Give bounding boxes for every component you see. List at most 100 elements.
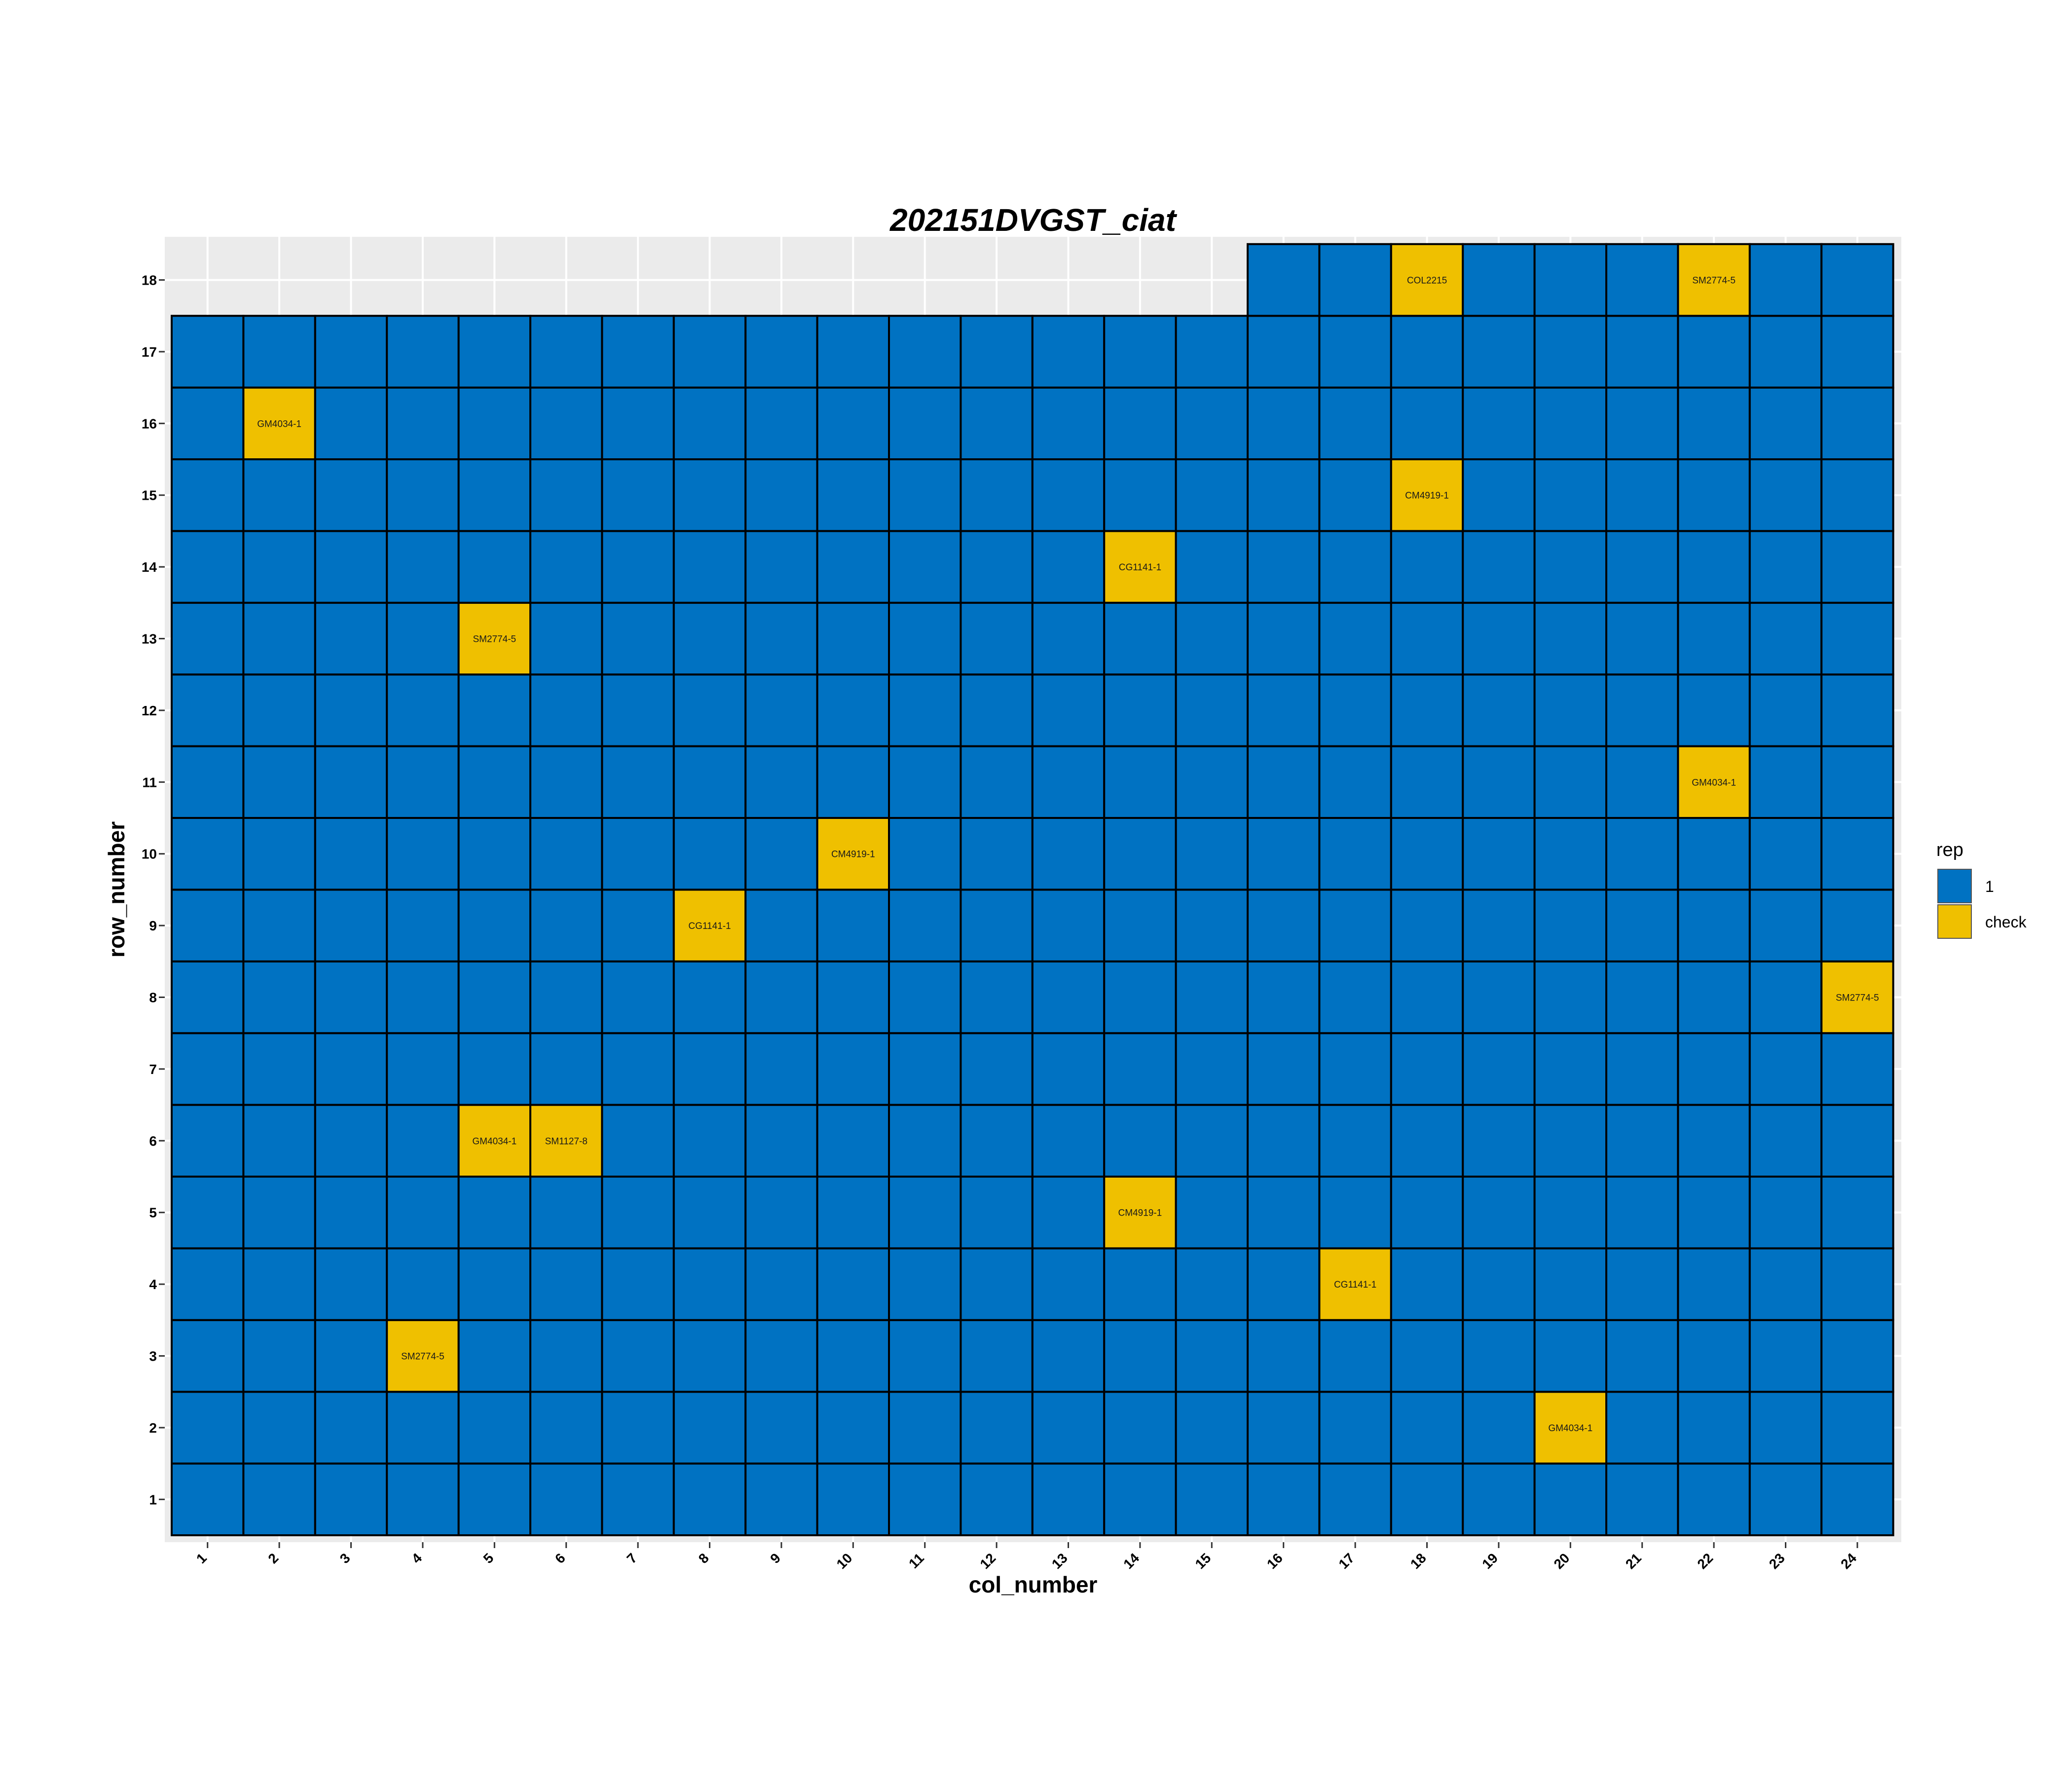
plot-cell bbox=[1175, 1391, 1249, 1465]
plot-cell bbox=[1462, 243, 1536, 317]
plot-cell bbox=[744, 601, 818, 676]
plot-cell bbox=[386, 1462, 460, 1537]
plot-cell bbox=[1318, 386, 1392, 460]
plot-cell bbox=[1462, 745, 1536, 819]
plot-cell bbox=[1748, 673, 1823, 747]
plot-cell bbox=[1748, 745, 1823, 819]
cell-label: SM2774-5 bbox=[1836, 993, 1879, 1003]
plot-cell bbox=[1390, 745, 1464, 819]
plot-cell bbox=[1605, 1032, 1679, 1106]
plot-cell bbox=[242, 458, 316, 532]
plot-cell bbox=[1605, 601, 1679, 676]
plot-cell bbox=[314, 1319, 388, 1393]
plot-cell bbox=[1175, 1247, 1249, 1321]
plot-cell bbox=[314, 601, 388, 676]
x-tick-label: 7 bbox=[624, 1550, 640, 1566]
y-tick-label: 6 bbox=[149, 1133, 157, 1148]
plot-cell bbox=[1748, 315, 1823, 389]
cell-label: SM2774-5 bbox=[401, 1352, 444, 1362]
plot-cell bbox=[1677, 1176, 1751, 1250]
plot-cell bbox=[601, 1104, 675, 1178]
plot-cell bbox=[1103, 673, 1177, 747]
plot-cell bbox=[242, 673, 316, 747]
plot-cell bbox=[1031, 1104, 1106, 1178]
plot-cell bbox=[457, 1462, 531, 1537]
plot-cell bbox=[1533, 315, 1608, 389]
plot-cell bbox=[960, 673, 1034, 747]
plot-cell bbox=[1247, 458, 1321, 532]
cell-label: CM4919-1 bbox=[1405, 491, 1449, 501]
plot-cell bbox=[171, 530, 245, 604]
plot-cell bbox=[386, 1391, 460, 1465]
plot-cell bbox=[601, 1176, 675, 1250]
plot-cell bbox=[242, 745, 316, 819]
plot-cell bbox=[1103, 888, 1177, 962]
plot-cell bbox=[816, 1319, 890, 1393]
plot-cell bbox=[1031, 888, 1106, 962]
cell-label: COL2215 bbox=[1407, 276, 1447, 286]
plot-cell bbox=[816, 386, 890, 460]
plot-cell bbox=[1175, 960, 1249, 1035]
x-tick-label: 22 bbox=[1694, 1550, 1716, 1572]
plot-cell bbox=[314, 673, 388, 747]
plot-cell bbox=[171, 673, 245, 747]
plot-cell bbox=[744, 386, 818, 460]
plot-cell bbox=[1247, 745, 1321, 819]
plot-cell bbox=[1390, 315, 1464, 389]
plot-cell bbox=[1605, 315, 1679, 389]
plot-cell bbox=[171, 1104, 245, 1178]
plot-cell bbox=[1247, 960, 1321, 1035]
plot-cell bbox=[1605, 960, 1679, 1035]
y-tick-label: 1 bbox=[149, 1492, 157, 1507]
plot-cell bbox=[744, 673, 818, 747]
plot-cell bbox=[816, 673, 890, 747]
plot-cell bbox=[1103, 1032, 1177, 1106]
plot-cell bbox=[1318, 601, 1392, 676]
plot-cell bbox=[1605, 386, 1679, 460]
plot-cell bbox=[242, 1391, 316, 1465]
plot-cell bbox=[744, 745, 818, 819]
plot-cell bbox=[386, 1176, 460, 1250]
plot-cell bbox=[960, 530, 1034, 604]
plot-cell bbox=[1820, 888, 1894, 962]
plot-cell bbox=[1175, 601, 1249, 676]
plot-cell bbox=[1175, 1462, 1249, 1537]
plot-cell bbox=[1677, 1247, 1751, 1321]
plot-cell bbox=[744, 458, 818, 532]
plot-cell bbox=[601, 1032, 675, 1106]
plot-cell bbox=[1462, 458, 1536, 532]
plot-cell bbox=[1462, 601, 1536, 676]
plot-cell bbox=[314, 745, 388, 819]
plot-cell bbox=[314, 1176, 388, 1250]
plot-cell bbox=[1103, 1247, 1177, 1321]
y-tick-label: 11 bbox=[142, 775, 157, 790]
plot-cell bbox=[1031, 1032, 1106, 1106]
plot-cell bbox=[1677, 817, 1751, 891]
plot-cell bbox=[242, 315, 316, 389]
plot-cell bbox=[888, 1104, 962, 1178]
plot-cell bbox=[960, 888, 1034, 962]
plot-cell bbox=[1247, 1032, 1321, 1106]
plot-cell bbox=[1318, 888, 1392, 962]
plot-cell bbox=[314, 817, 388, 891]
plot-cell bbox=[457, 745, 531, 819]
plot-cell bbox=[888, 1032, 962, 1106]
plot-cell bbox=[1103, 1319, 1177, 1393]
plot-cell bbox=[1103, 1104, 1177, 1178]
plot-cell bbox=[1533, 1032, 1608, 1106]
plot-cell bbox=[816, 1391, 890, 1465]
plot-cell bbox=[386, 315, 460, 389]
plot-cell bbox=[242, 530, 316, 604]
cell-label: SM2774-5 bbox=[473, 634, 516, 645]
plot-cell bbox=[816, 745, 890, 819]
plot-cell bbox=[601, 745, 675, 819]
x-tick-label: 11 bbox=[906, 1550, 927, 1571]
plot-cell bbox=[960, 1319, 1034, 1393]
plot-cell bbox=[1318, 530, 1392, 604]
plot-cell bbox=[672, 1176, 747, 1250]
plot-cell bbox=[1462, 1104, 1536, 1178]
plot-cell bbox=[1031, 530, 1106, 604]
plot-cell bbox=[1390, 1247, 1464, 1321]
plot-cell bbox=[672, 1032, 747, 1106]
